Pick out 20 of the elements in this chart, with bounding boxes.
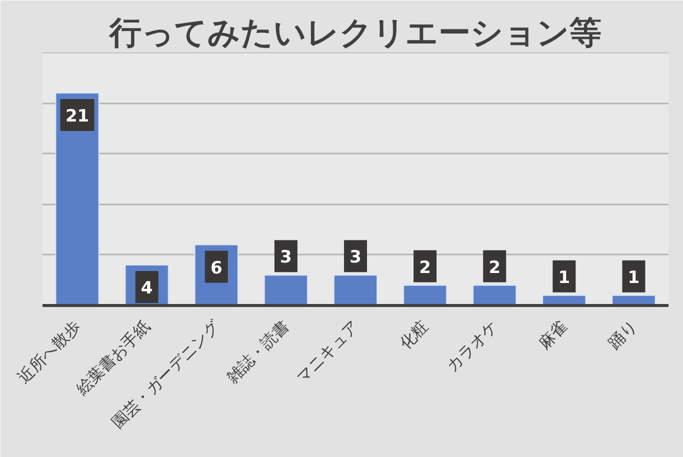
- data-label: 4: [140, 278, 153, 299]
- x-tick-label: カラオケ: [442, 316, 502, 376]
- bar: [402, 284, 448, 306]
- x-tick-label: マニキュア: [292, 316, 362, 387]
- data-label: 3: [350, 248, 362, 268]
- data-label: 6: [210, 258, 222, 278]
- data-label: 1: [558, 268, 570, 288]
- data-label: 21: [65, 106, 90, 126]
- x-tick-label: 化粧: [396, 316, 432, 353]
- x-tick-label: 雑誌・読書: [222, 316, 293, 387]
- data-label: 1: [628, 268, 640, 288]
- data-label: 2: [419, 258, 431, 278]
- bar: [472, 284, 517, 306]
- chart-title: 行ってみたいレクリエーション等: [108, 14, 602, 52]
- data-label: 2: [488, 258, 501, 278]
- x-tick-label: 麻雀: [534, 316, 571, 353]
- x-tick-label: 踊り: [604, 316, 640, 353]
- bar: [333, 274, 378, 306]
- data-label: 3: [280, 248, 292, 268]
- bar: [264, 274, 308, 306]
